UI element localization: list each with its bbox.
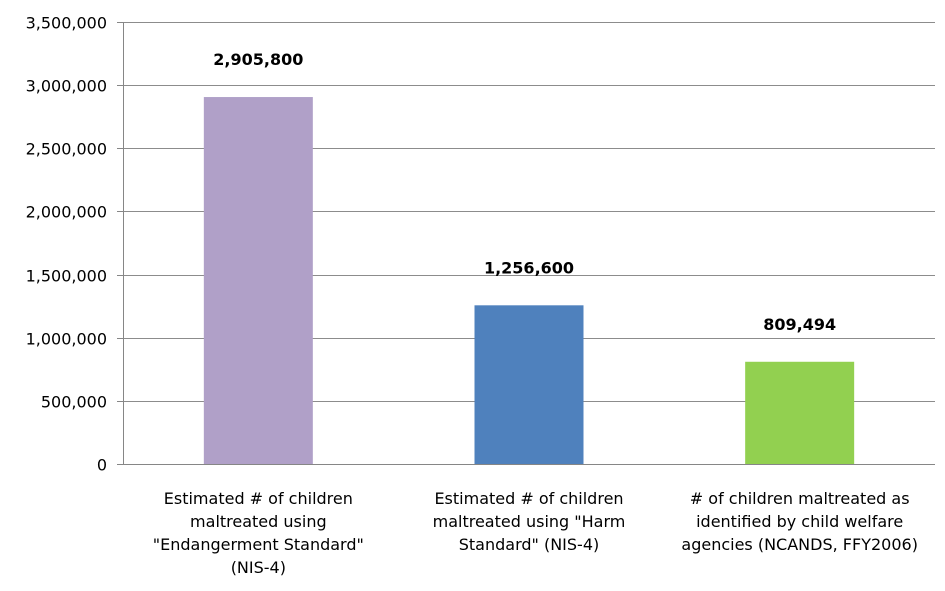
y-tick-label: 1,000,000 (26, 330, 107, 349)
data-label: 809,494 (763, 315, 836, 334)
data-label: 2,905,800 (213, 50, 303, 69)
category-label: Estimated # of children maltreated using … (433, 489, 626, 554)
y-tick-label: 1,500,000 (26, 267, 107, 286)
category-label: Estimated # of children maltreated using "… (153, 489, 364, 577)
category-labels: Estimated # of children maltreated using "… (153, 489, 918, 577)
y-tick-label: 3,500,000 (26, 14, 107, 33)
bar (745, 361, 855, 464)
data-labels: 2,905,800 1,256,600 809,494 (213, 50, 836, 334)
y-tick-label: 3,000,000 (26, 77, 107, 96)
y-tick-label: 2,500,000 (26, 140, 107, 159)
y-axis-tick-labels: 0 500,000 1,000,000 1,500,000 2,000,000 2,500… (26, 14, 107, 475)
data-label: 1,256,600 (484, 258, 574, 277)
bar (474, 305, 584, 464)
bar (203, 97, 313, 464)
category-label: # of children maltreated as identified by… (681, 489, 918, 554)
y-tick-label: 2,000,000 (26, 203, 107, 222)
y-tick-label: 0 (97, 456, 107, 475)
bars (203, 97, 855, 464)
y-tick-label: 500,000 (41, 393, 107, 412)
